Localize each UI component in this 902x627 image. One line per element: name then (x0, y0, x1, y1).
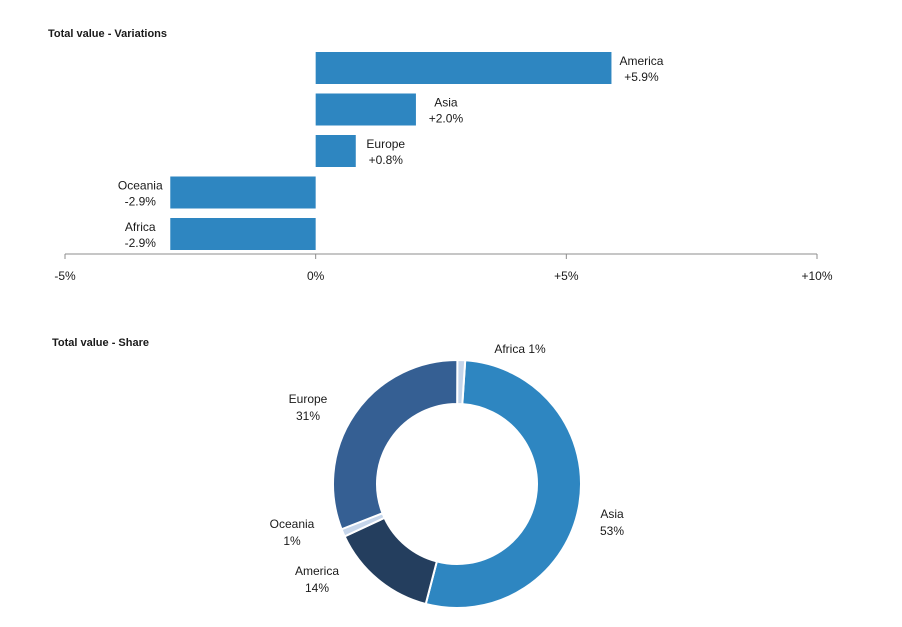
slice-label: Europe (289, 392, 328, 406)
bar-chart-title: Total value - Variations (48, 28, 167, 40)
slice-label: Asia (600, 507, 624, 521)
x-tick-label: +10% (801, 269, 832, 283)
bar-category-label: Africa (125, 220, 156, 234)
bar-category-label: Asia (434, 96, 458, 110)
bar-america (315, 52, 612, 84)
slice-america (343, 516, 439, 606)
slice-africa (456, 358, 467, 406)
bar-oceania (170, 176, 316, 209)
slice-value-label: 14% (305, 581, 329, 595)
slice-europe (332, 359, 459, 531)
bar-value-label: +0.8% (369, 153, 404, 167)
bar-category-label: America (619, 54, 663, 68)
bar-asia (315, 93, 416, 126)
x-tick-label: +5% (554, 269, 579, 283)
slice-label: Oceania (270, 517, 315, 531)
bar-africa (170, 218, 316, 250)
bar-category-label: Oceania (118, 179, 163, 193)
slice-asia (424, 359, 582, 609)
slice-label: Africa 1% (494, 342, 546, 356)
x-tick-label: -5% (54, 269, 76, 283)
bar-value-label: -2.9% (125, 236, 157, 250)
slice-value-label: 1% (283, 534, 301, 548)
x-tick-label: 0% (307, 269, 325, 283)
bar-value-label: +2.0% (429, 112, 464, 126)
bar-category-label: Europe (366, 137, 405, 151)
slice-value-label: 53% (600, 524, 624, 538)
bar-value-label: +5.9% (624, 70, 659, 84)
slice-oceania (340, 511, 386, 538)
bar-europe (315, 135, 356, 167)
slice-label: America (295, 564, 339, 578)
donut-chart-title: Total value - Share (52, 337, 149, 349)
variations-bar-chart: America +5.9% Asia +2.0% Europe +0.8% Oceania -… (54, 52, 833, 283)
slice-value-label: 31% (296, 409, 320, 423)
bar-value-label: -2.9% (125, 195, 157, 209)
